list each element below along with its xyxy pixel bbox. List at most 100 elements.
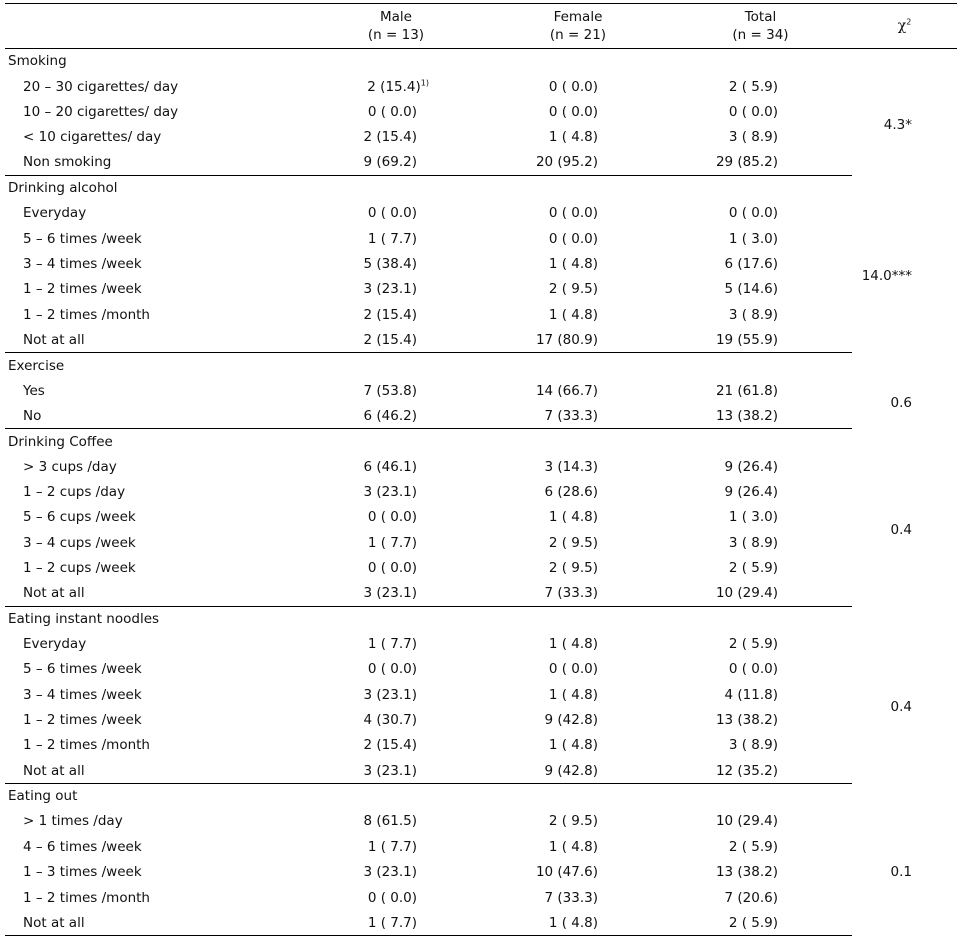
total-cell: 7 (20.6): [669, 885, 852, 910]
group-title: Exercise: [8, 357, 65, 374]
table-row: No 6 (46.2) 7 (33.3) 13 (38.2): [5, 403, 957, 430]
male-cell: 2 (15.4): [305, 733, 487, 758]
female-cell: 1 ( 4.8): [487, 682, 669, 707]
male-cell: 3 (23.1): [305, 682, 487, 707]
total-cell: 9 (26.4): [669, 454, 852, 479]
male-cell-value: 8 (61.5): [363, 813, 417, 830]
row-label: Everyday: [23, 205, 87, 222]
row-label: 5 – 6 cups /week: [23, 509, 136, 526]
female-cell: 3 (14.3): [487, 454, 669, 479]
female-cell-value: 7 (33.3): [544, 889, 598, 906]
table-row: < 10 cigarettes/ day 2 (15.4) 1 ( 4.8) 3 ( …: [5, 125, 957, 150]
chi-square-value: 0.4: [890, 699, 912, 716]
chi-square-value: 4.3*: [883, 116, 912, 133]
female-cell: 9 (42.8): [487, 758, 669, 784]
male-cell-value: 4 (30.7): [363, 712, 417, 729]
female-cell-value: 0 ( 0.0): [548, 78, 598, 95]
female-cell-value: 20 (95.2): [535, 154, 598, 171]
row-label: 1 – 2 times /week: [23, 281, 142, 298]
male-cell: 1 ( 7.7): [305, 910, 487, 937]
male-cell: 0 ( 0.0): [305, 201, 487, 226]
row-label: Yes: [23, 382, 45, 399]
total-cell: 21 (61.8): [669, 378, 852, 403]
total-cell: 3 ( 8.9): [669, 733, 852, 758]
total-cell: 13 (38.2): [669, 860, 852, 885]
female-cell: 2 ( 9.5): [487, 555, 669, 580]
table-row: 1 – 2 times /month 2 (15.4) 1 ( 4.8) 3 ( 8.…: [5, 733, 957, 758]
total-cell-value: 10 (29.4): [715, 813, 778, 830]
female-cell: 6 (28.6): [487, 479, 669, 504]
empty-cell: [669, 49, 852, 74]
total-cell: 3 ( 8.9): [669, 125, 852, 150]
female-cell-value: 9 (42.8): [544, 762, 598, 779]
total-cell: 12 (35.2): [669, 758, 852, 784]
total-cell: 13 (38.2): [669, 707, 852, 732]
female-cell: 7 (33.3): [487, 885, 669, 910]
female-cell-value: 1 ( 4.8): [548, 914, 598, 931]
footnote-marker: 1): [420, 78, 429, 88]
table-row: Yes 7 (53.8) 14 (66.7) 21 (61.8): [5, 378, 957, 403]
female-cell: 20 (95.2): [487, 149, 669, 176]
male-cell-value: 3 (23.1): [363, 585, 417, 602]
row-label: 1 – 2 times /month: [23, 737, 150, 754]
female-cell-value: 0 ( 0.0): [548, 205, 598, 222]
total-cell: 2 ( 5.9): [669, 631, 852, 656]
row-label: Non smoking: [5, 149, 305, 176]
female-cell: 1 ( 4.8): [487, 251, 669, 276]
male-cell-value: 1 ( 7.7): [367, 838, 417, 855]
total-cell: 6 (17.6): [669, 251, 852, 276]
male-cell: 1 ( 7.7): [305, 834, 487, 859]
chi-superscript: 2: [906, 17, 912, 27]
total-cell-value: 29 (85.2): [715, 154, 778, 171]
row-label: 10 – 20 cigarettes/ day: [23, 103, 179, 120]
table-row: Everyday 0 ( 0.0) 0 ( 0.0) 0 ( 0.0): [5, 201, 957, 226]
female-cell-value: 6 (28.6): [544, 484, 598, 501]
empty-cell: [669, 175, 852, 200]
row-label: 1 – 2 cups /day: [23, 484, 126, 501]
female-cell-value: 7 (33.3): [544, 585, 598, 602]
total-cell: 10 (29.4): [669, 580, 852, 607]
female-cell: 1 ( 4.8): [487, 834, 669, 859]
total-cell: 0 ( 0.0): [669, 201, 852, 226]
table-row: Not at all 3 (23.1) 9 (42.8) 12 (35.2): [5, 758, 957, 784]
group-title: Drinking alcohol: [8, 180, 118, 197]
total-cell: 0 ( 0.0): [669, 99, 852, 124]
total-cell: 3 ( 8.9): [669, 302, 852, 327]
male-cell: 5 (38.4): [305, 251, 487, 276]
male-cell: 7 (53.8): [305, 378, 487, 403]
male-cell: 2 (15.4): [305, 327, 487, 354]
male-cell: 2 (15.4): [305, 302, 487, 327]
male-cell: 3 (23.1): [305, 277, 487, 302]
male-cell-value: 3 (23.1): [363, 686, 417, 703]
group-title: Drinking Coffee: [8, 433, 113, 450]
total-cell: 13 (38.2): [669, 403, 852, 430]
female-cell: 2 ( 9.5): [487, 809, 669, 834]
table-row: 1 – 2 times /month 2 (15.4) 1 ( 4.8) 3 ( 8.…: [5, 302, 957, 327]
chi-square-value: 0.6: [890, 395, 912, 412]
row-label: No: [5, 403, 305, 430]
group-heading-row: Drinking alcohol 14.0***: [5, 175, 957, 284]
male-cell-value: 2 (15.4): [367, 78, 421, 95]
total-cell: 2 ( 5.9): [669, 555, 852, 580]
total-cell: 3 ( 8.9): [669, 530, 852, 555]
male-cell-value: 5 (38.4): [363, 255, 417, 272]
female-cell-value: 2 ( 9.5): [548, 560, 598, 577]
female-cell-value: 10 (47.6): [535, 864, 598, 881]
female-cell-value: 17 (80.9): [535, 331, 598, 348]
female-cell-value: 1 ( 4.8): [548, 509, 598, 526]
total-cell: 2 ( 5.9): [669, 834, 852, 859]
female-cell-value: 2 ( 9.5): [548, 534, 598, 551]
female-cell-value: 0 ( 0.0): [548, 661, 598, 678]
table-header: Male (n = 13) Female (n = 21) Total (n = 34…: [5, 3, 957, 49]
group-heading-row: Drinking Coffee 0.4: [5, 429, 957, 538]
female-cell-value: 0 ( 0.0): [548, 230, 598, 247]
male-cell-value: 3 (23.1): [363, 864, 417, 881]
male-cell: 0 ( 0.0): [305, 885, 487, 910]
empty-cell: [669, 606, 852, 631]
table-row: 5 – 6 times /week 1 ( 7.7) 0 ( 0.0) 1 ( 3.0…: [5, 226, 957, 251]
chi-symbol: χ: [897, 18, 907, 34]
male-cell-value: 0 ( 0.0): [367, 205, 417, 222]
row-label: 3 – 4 times /week: [23, 255, 142, 272]
total-cell: 5 (14.6): [669, 277, 852, 302]
total-cell-value: 13 (38.2): [715, 712, 778, 729]
